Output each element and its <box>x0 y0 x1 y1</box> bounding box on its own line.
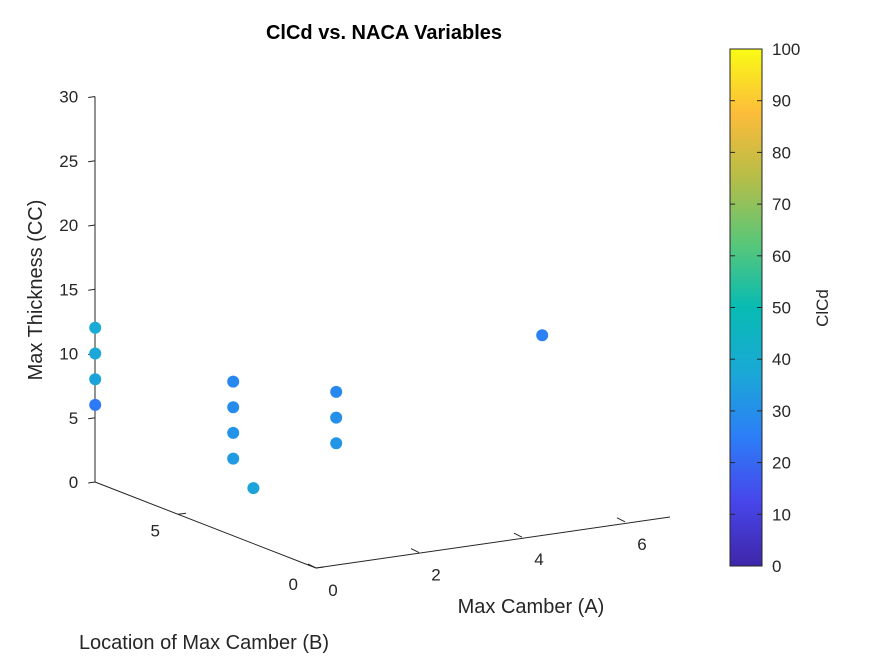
axes <box>94 97 671 569</box>
data-point <box>227 375 240 388</box>
tick-labels: 0 5 10 15 20 25 30 0 5 0 2 4 6 <box>59 88 646 601</box>
x-tick <box>307 563 317 569</box>
x-tick-label: 6 <box>637 535 646 554</box>
data-point <box>227 426 240 439</box>
colorbar-tick-label: 60 <box>772 247 791 266</box>
data-point <box>227 452 240 465</box>
z-tick <box>88 481 96 484</box>
colorbar-tick-label: 0 <box>772 557 781 576</box>
x-tick <box>410 548 420 554</box>
x-axis-line <box>315 516 671 569</box>
y-tick <box>177 512 187 515</box>
z-tick-label: 30 <box>59 88 78 107</box>
data-point <box>89 373 102 386</box>
colorbar-tick-label: 90 <box>772 92 791 111</box>
x-axis-label: Max Camber (A) <box>458 596 605 618</box>
colorbar-label: ClCd <box>813 289 832 327</box>
x-tick-label: 4 <box>534 550 543 569</box>
z-tick-label: 25 <box>59 152 78 171</box>
chart-title: ClCd vs. NACA Variables <box>266 22 502 44</box>
colorbar-tick-label: 50 <box>772 299 791 318</box>
colorbar-tick-label: 20 <box>772 454 791 473</box>
data-point <box>227 401 240 414</box>
data-point <box>330 411 343 424</box>
x-tick <box>513 532 523 538</box>
z-tick-label: 15 <box>59 280 78 299</box>
data-point <box>330 437 343 450</box>
colorbar-tick-label: 40 <box>772 350 791 369</box>
z-tick-label: 0 <box>69 473 78 492</box>
z-axis-label: Max Thickness (CC) <box>25 200 47 381</box>
y-axis-line <box>94 481 317 569</box>
x-tick <box>616 517 626 523</box>
z-tick-label: 10 <box>59 345 78 364</box>
data-point <box>330 385 343 398</box>
z-tick <box>88 288 96 291</box>
colorbar-tick-label: 80 <box>772 143 791 162</box>
colorbar: 0 10 20 30 40 50 60 70 80 90 100 ClCd <box>729 40 832 576</box>
colorbar-tick-label: 70 <box>772 195 791 214</box>
x-tick-label: 2 <box>431 566 440 585</box>
z-tick <box>88 417 96 420</box>
y-tick-label: 0 <box>289 575 298 594</box>
z-tick-label: 5 <box>69 409 78 428</box>
y-tick-label: 5 <box>151 521 160 540</box>
z-tick <box>88 96 96 98</box>
data-point <box>89 321 102 334</box>
colorbar-tick-label: 10 <box>772 505 791 524</box>
colorbar-ticks: 0 10 20 30 40 50 60 70 80 90 100 <box>730 40 800 576</box>
y-axis-label: Location of Max Camber (B) <box>79 632 329 654</box>
colorbar-tick-label: 100 <box>772 40 800 59</box>
z-tick-label: 20 <box>59 216 78 235</box>
y-tick <box>315 566 325 569</box>
colorbar-tick-label: 30 <box>772 402 791 421</box>
z-tick <box>88 160 96 163</box>
data-point <box>89 398 102 411</box>
data-point <box>89 347 102 360</box>
data-point <box>247 482 260 495</box>
z-tick <box>88 224 96 227</box>
x-tick-label: 0 <box>328 581 337 600</box>
data-point <box>536 329 549 342</box>
data-points <box>89 321 549 495</box>
tick-marks <box>88 96 626 569</box>
